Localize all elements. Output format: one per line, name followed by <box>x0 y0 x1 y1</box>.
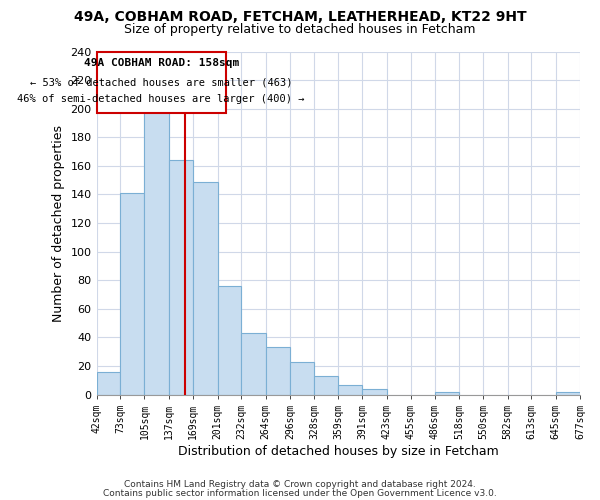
Bar <box>169 160 193 394</box>
Bar <box>120 193 145 394</box>
Text: 49A COBHAM ROAD: 158sqm: 49A COBHAM ROAD: 158sqm <box>83 58 239 68</box>
Bar <box>266 348 290 395</box>
Bar <box>97 372 120 394</box>
Bar <box>218 286 241 395</box>
X-axis label: Distribution of detached houses by size in Fetcham: Distribution of detached houses by size … <box>178 444 499 458</box>
Text: 49A, COBHAM ROAD, FETCHAM, LEATHERHEAD, KT22 9HT: 49A, COBHAM ROAD, FETCHAM, LEATHERHEAD, … <box>74 10 526 24</box>
Bar <box>290 362 314 394</box>
Bar <box>314 376 338 394</box>
Y-axis label: Number of detached properties: Number of detached properties <box>52 124 65 322</box>
Bar <box>193 182 218 394</box>
Bar <box>241 333 266 394</box>
Text: Contains HM Land Registry data © Crown copyright and database right 2024.: Contains HM Land Registry data © Crown c… <box>124 480 476 489</box>
Bar <box>145 108 169 395</box>
Bar <box>556 392 580 394</box>
Text: 46% of semi-detached houses are larger (400) →: 46% of semi-detached houses are larger (… <box>17 94 305 104</box>
Text: Size of property relative to detached houses in Fetcham: Size of property relative to detached ho… <box>124 22 476 36</box>
Text: ← 53% of detached houses are smaller (463): ← 53% of detached houses are smaller (46… <box>30 77 292 87</box>
Bar <box>434 392 459 394</box>
Text: Contains public sector information licensed under the Open Government Licence v3: Contains public sector information licen… <box>103 488 497 498</box>
FancyBboxPatch shape <box>97 52 226 113</box>
Bar <box>338 384 362 394</box>
Bar <box>362 389 386 394</box>
